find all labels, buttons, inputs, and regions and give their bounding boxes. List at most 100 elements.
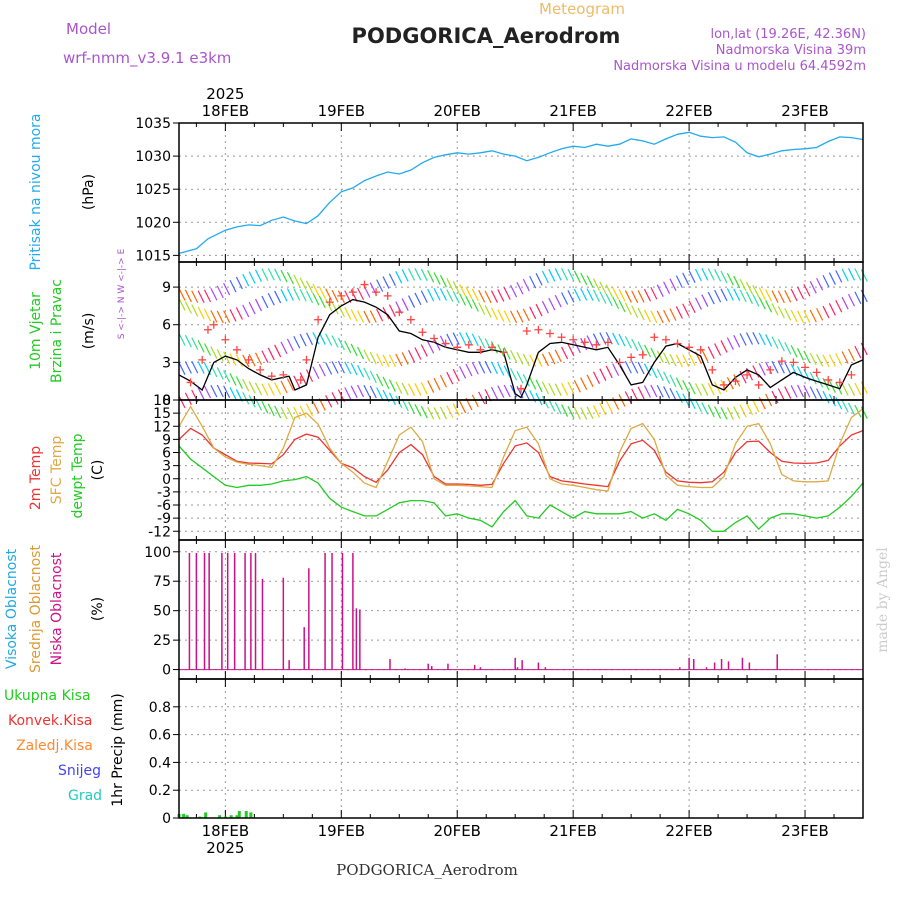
cloud-bar: [233, 552, 236, 670]
cloud-bar: [282, 577, 285, 670]
wind-barb: [694, 383, 703, 396]
gust-marker: [395, 308, 404, 317]
wind-barb: [701, 402, 709, 415]
gust-marker: [650, 333, 659, 342]
wind-barb: [720, 288, 728, 302]
precip-legend-0: Ukupna Kisa: [4, 688, 91, 704]
wind-barb: [363, 349, 371, 363]
wind-barb: [363, 367, 371, 381]
gust-marker: [267, 372, 276, 381]
gust-marker: [673, 339, 682, 348]
bottom-day-label: 19FEB: [318, 822, 365, 840]
wind-barb: [363, 310, 371, 324]
wind-barb: [503, 310, 511, 323]
wind-barb: [223, 385, 231, 399]
wind-barb: [229, 309, 237, 322]
y-tick-label: -9: [157, 511, 171, 527]
wind-barb: [663, 281, 671, 295]
wind-barb: [599, 368, 607, 381]
wind-barb: [656, 368, 664, 382]
temp-unit: (C): [90, 460, 106, 481]
wind-barb: [344, 340, 352, 354]
wind-barb: [446, 333, 454, 347]
wind-barb: [663, 309, 671, 323]
wind-barb: [535, 392, 543, 406]
wind-barb: [471, 394, 479, 408]
wind-barb: [459, 283, 467, 297]
wind-barb: [548, 297, 556, 311]
wind-barb: [274, 268, 282, 282]
wind-barb: [720, 340, 728, 353]
y-tick-label: 3: [162, 355, 171, 371]
wind-barb: [261, 268, 269, 281]
wind-barb: [847, 383, 856, 396]
wind-barb: [771, 360, 779, 374]
wind-barb: [446, 277, 454, 291]
wind-barb: [344, 361, 352, 374]
wind-barb: [580, 272, 588, 286]
y-tick-label: 1030: [135, 149, 171, 165]
cloud-unit: (%): [90, 597, 106, 621]
wind-barb: [854, 291, 862, 305]
panel-frame: [178, 539, 864, 680]
gust-marker: [743, 370, 752, 379]
y-tick-label: 0.2: [149, 783, 171, 799]
wind-barb: [790, 288, 798, 302]
wind-barb: [714, 406, 722, 419]
wind-barb: [503, 384, 511, 398]
wind-barb: [267, 268, 275, 281]
wind-barb: [484, 388, 492, 402]
bottom-day-label: 22FEB: [665, 822, 712, 840]
temp-dewpt-label: dewpt Temp: [70, 433, 86, 518]
wind-barb: [408, 401, 416, 415]
wind-barb: [331, 392, 339, 405]
wind-barb: [235, 307, 243, 320]
cloud-bar: [430, 666, 433, 670]
wind-barb: [459, 366, 467, 379]
wind-barb: [835, 270, 843, 283]
wind-barb: [382, 376, 390, 390]
gust-marker: [406, 315, 415, 324]
wind-barb: [210, 310, 218, 323]
wind-barb: [299, 277, 307, 290]
wind-barb: [586, 406, 594, 420]
gust-marker: [615, 358, 624, 367]
wind-barb: [592, 289, 600, 302]
cloud-bar: [308, 568, 310, 670]
wind-barb: [497, 309, 505, 322]
wind-barb: [414, 292, 422, 306]
wind-barb: [516, 352, 524, 365]
wind-barb: [510, 384, 518, 398]
wind-barb: [516, 281, 524, 295]
wind-barb: [554, 383, 562, 396]
wind-barb: [216, 285, 224, 299]
y-tick-label: 6: [162, 318, 171, 334]
wind-barb: [497, 363, 505, 376]
cloud-bar: [679, 667, 681, 670]
wind-barb: [420, 344, 428, 357]
model-elevation: Nadmorska Visina u modelu 64.4592m: [613, 59, 866, 74]
wind-barb: [191, 290, 199, 304]
cloud-bar: [341, 552, 344, 670]
wind-barb: [274, 405, 282, 419]
cloud-mid-label: Srednja Oblacnost: [28, 545, 44, 673]
y-tick-label: 15: [153, 406, 171, 422]
precip-bar: [244, 811, 248, 818]
wind-barb: [707, 346, 715, 359]
wind-barb: [694, 297, 703, 310]
panel-frame: [178, 678, 864, 819]
y-tick-label: -6: [157, 498, 171, 514]
wind-barb: [605, 293, 613, 307]
wind-barb: [554, 401, 562, 415]
wind-barb: [796, 384, 805, 398]
wind-barb: [344, 307, 352, 320]
y-tick-label: 1020: [135, 215, 171, 231]
y-tick-label: 100: [144, 545, 171, 561]
wind-barb: [439, 274, 447, 288]
wind-barb: [254, 269, 263, 283]
wind-barb: [484, 338, 492, 351]
gust-marker: [232, 345, 241, 354]
wind-barb: [669, 374, 677, 388]
gust-marker: [789, 358, 798, 367]
wind-barb: [395, 271, 403, 284]
